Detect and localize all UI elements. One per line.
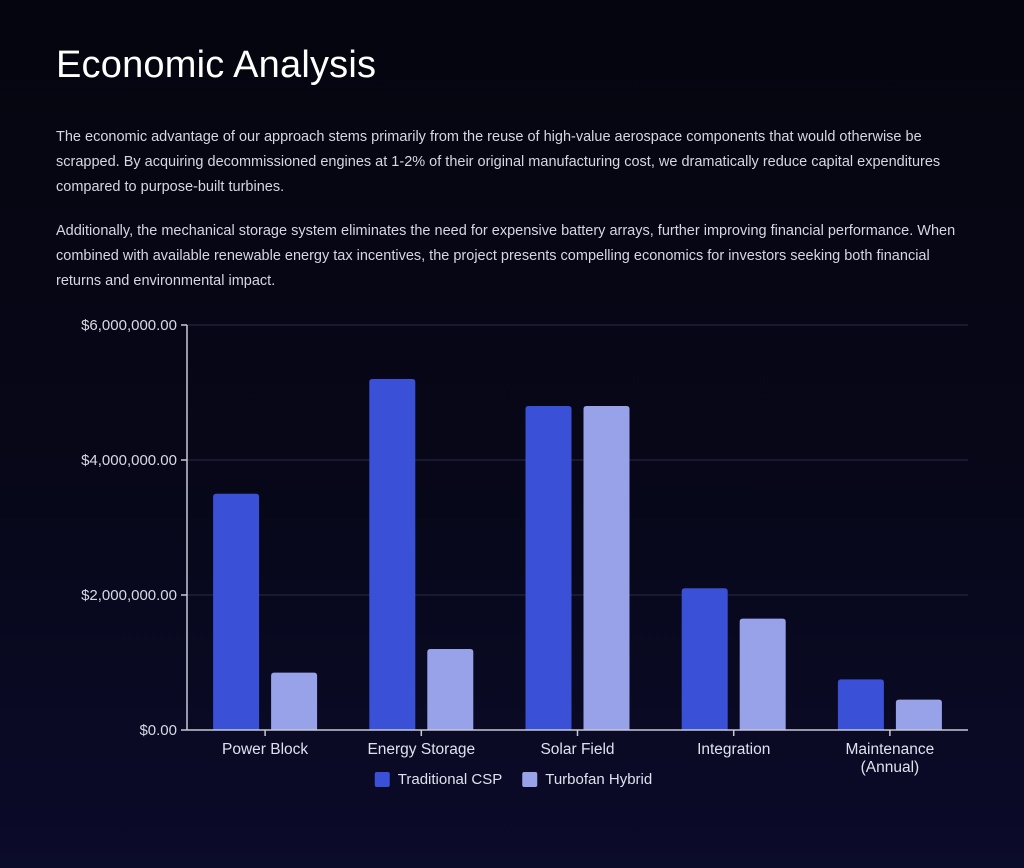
bar: [271, 672, 318, 730]
bar: [583, 406, 630, 730]
bar: [681, 588, 728, 730]
bar: [739, 618, 786, 730]
legend-label: Turbofan Hybrid: [545, 771, 652, 788]
page-title: Economic Analysis: [56, 44, 377, 86]
x-tick-label: Power Block: [222, 741, 308, 758]
bar: [525, 406, 572, 730]
bar: [837, 679, 884, 730]
axes: [181, 324, 968, 736]
bar: [427, 649, 474, 730]
x-tick-label: Maintenance (Annual): [846, 741, 935, 776]
x-tick-label: Energy Storage: [367, 741, 475, 758]
bars: [213, 379, 942, 730]
tick-labels: $0.00 $2,000,000.00 $4,000,000.00 $6,000,00…: [81, 317, 934, 776]
paragraph-storage-incentives: Additionally, the mechanical storage sys…: [56, 223, 956, 289]
legend-swatch: [374, 772, 390, 787]
y-tick-label: $0.00: [139, 722, 177, 739]
bar: [213, 493, 260, 730]
legend[interactable]: Traditional CSP Turbofan Hybrid: [374, 771, 652, 788]
y-tick-label: $2,000,000.00: [81, 587, 177, 604]
x-tick-label: Solar Field: [540, 741, 614, 758]
cost-comparison-chart: $0.00 $2,000,000.00 $4,000,000.00 $6,000,00…: [81, 317, 968, 788]
x-tick-label: Integration: [697, 741, 770, 758]
paragraph-economic-advantage: The economic advantage of our approach s…: [56, 129, 941, 195]
y-tick-label: $6,000,000.00: [81, 317, 177, 334]
legend-label: Traditional CSP: [398, 771, 503, 788]
legend-swatch: [522, 772, 538, 787]
y-tick-label: $4,000,000.00: [81, 452, 177, 469]
grid-lines: [187, 324, 968, 596]
bar: [895, 699, 942, 730]
bar: [369, 379, 416, 730]
